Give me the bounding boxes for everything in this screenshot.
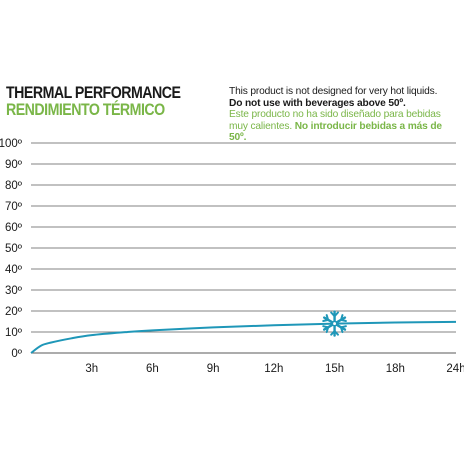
title-english: THERMAL PERFORMANCE [6, 84, 181, 102]
y-tick-label: 20º [5, 306, 23, 318]
x-tick-label: 12h [264, 363, 283, 375]
y-tick-label: 30º [5, 285, 23, 297]
x-tick-label: 9h [207, 363, 220, 375]
y-axis-ticks: 0º 10º 20º 30º 40º 50º 60º 70º 80º 90º 100º [0, 138, 23, 360]
notice-block: This product is not designed for very ho… [229, 86, 461, 144]
y-tick-label: 50º [5, 243, 23, 255]
notice-spanish-line: Este producto no ha sido diseñado para b… [229, 109, 441, 132]
notice-english-line: This product is not designed for very ho… [229, 86, 438, 97]
y-tick-label: 60º [5, 222, 23, 234]
snowflake-icon [322, 310, 347, 337]
y-tick-label: 70º [5, 201, 23, 213]
x-tick-label: 24h [446, 363, 464, 375]
x-axis-ticks: 3h 6h 9h 12h 15h 18h 24h [85, 363, 464, 375]
x-tick-label: 18h [386, 363, 405, 375]
y-tick-label: 80º [5, 180, 23, 192]
x-tick-label: 6h [146, 363, 159, 375]
y-tick-label: 10º [5, 327, 23, 339]
y-tick-label: 100º [0, 138, 23, 150]
chart-titles: THERMAL PERFORMANCE RENDIMIENTO TÉRMICO [6, 85, 209, 119]
title-spanish: RENDIMIENTO TÉRMICO [6, 101, 165, 119]
x-tick-label: 3h [85, 363, 98, 375]
y-tick-label: 0º [11, 348, 22, 360]
temperature-curve [30, 320, 457, 354]
notice-english-bold: Do not use with beverages above 50º. [229, 97, 406, 109]
notice-spanish-bold: No introducir bebidas a más de 50º. [229, 120, 442, 144]
x-tick-label: 15h [325, 363, 344, 375]
y-tick-label: 90º [5, 159, 23, 171]
grid-lines [31, 142, 456, 333]
y-tick-label: 40º [5, 264, 23, 276]
